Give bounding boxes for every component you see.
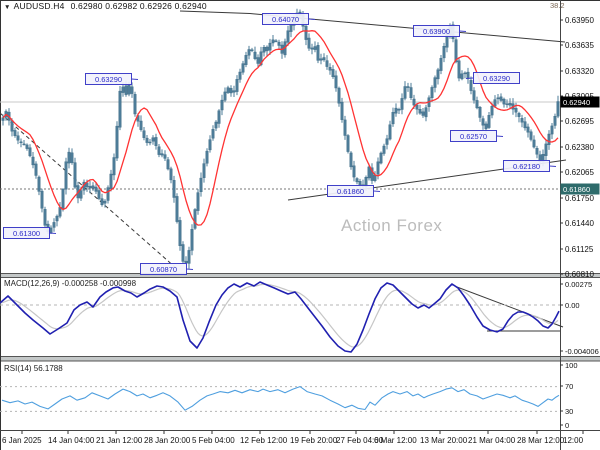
svg-text:0.61860: 0.61860: [337, 187, 364, 196]
price-marker-text: 0.61860: [563, 185, 590, 194]
time-axis-label: 14 Jan 04:00: [48, 436, 95, 445]
time-axis-label: 27 Feb 04:00: [336, 436, 384, 445]
time-axis-label: 5 Feb 04:00: [192, 436, 235, 445]
price-swing-label[interactable]: 0.61860: [327, 185, 381, 197]
price-axis-tick-label: 0.61440: [565, 219, 594, 228]
time-axis-label: 28 Mar 12:00: [517, 436, 565, 445]
svg-text:0.61300: 0.61300: [13, 229, 40, 238]
rsi-axis-label: 30: [565, 407, 573, 416]
price-trendline[interactable]: [179, 10, 251, 14]
price-axis-tick-label: 0.63950: [565, 16, 594, 25]
price-swing-label[interactable]: 0.61300: [3, 227, 57, 239]
time-axis-label: 19 Feb 20:00: [290, 436, 338, 445]
price-axis-tick-label: 0.61750: [565, 194, 594, 203]
rsi-axis-label: 70: [565, 382, 573, 391]
panel-separator: [0, 274, 600, 278]
price-axis-tick-label: 0.62065: [565, 168, 594, 177]
price-marker-text: 0.62940: [563, 98, 590, 107]
svg-text:0.60870: 0.60870: [150, 265, 177, 274]
price-swing-label[interactable]: 0.60870: [140, 263, 194, 275]
time-axis-label: 12 Feb 12:00: [240, 436, 288, 445]
time-axis-label: 6 Jan 2025: [2, 436, 42, 445]
price-axis-tick-label: 0.63005: [565, 92, 594, 101]
svg-text:0.63290: 0.63290: [483, 74, 510, 83]
svg-text:0.62180: 0.62180: [513, 162, 540, 171]
moving-average-line: [2, 30, 559, 226]
time-axis-label: 21 Jan 12:00: [96, 436, 143, 445]
panel-separator: [0, 357, 600, 361]
price-swing-label[interactable]: 0.63900: [413, 25, 467, 37]
price-swing-label[interactable]: 0.63290: [465, 72, 520, 84]
price-axis-tick-label: 0.62380: [565, 143, 594, 152]
price-axis-tick-label: 0.62695: [565, 117, 594, 126]
svg-text:0.63900: 0.63900: [423, 27, 450, 36]
macd-main-line: [0, 281, 560, 353]
price-axis-tick-label: 0.60810: [565, 270, 594, 279]
macd-axis-label: 0.00275: [565, 280, 592, 289]
macd-trendline[interactable]: [456, 286, 564, 328]
price-axis-tick-label: 0.63635: [565, 41, 594, 50]
time-axis-label: 12:00: [563, 436, 584, 445]
time-axis-label: 21 Mar 04:00: [468, 436, 516, 445]
time-axis-label: 13 Mar 20:00: [420, 436, 468, 445]
support-price-marker: [560, 183, 600, 195]
rsi-axis-label: 0: [565, 421, 569, 430]
svg-text:0.64070: 0.64070: [272, 15, 299, 24]
current-price-marker: [560, 96, 600, 108]
svg-text:0.62570: 0.62570: [460, 132, 487, 141]
price-axis-tick-label: 0.63320: [565, 67, 594, 76]
macd-axis-label: -0.004006: [565, 347, 599, 356]
price-swing-label[interactable]: 0.62570: [450, 130, 504, 142]
price-swing-label[interactable]: 0.63290: [85, 73, 139, 85]
price-swing-label[interactable]: 0.62180: [503, 160, 557, 172]
time-axis-label: 6 Mar 12:00: [374, 436, 417, 445]
rsi-axis-label: 100: [565, 361, 578, 370]
macd-axis-label: 0.00: [565, 301, 580, 310]
time-axis-label: 28 Jan 20:00: [144, 436, 191, 445]
rsi-line: [1, 386, 560, 411]
price-swing-label[interactable]: 0.64070: [262, 13, 316, 25]
price-axis-tick-label: 0.61125: [565, 245, 594, 254]
svg-text:0.63290: 0.63290: [95, 75, 122, 84]
